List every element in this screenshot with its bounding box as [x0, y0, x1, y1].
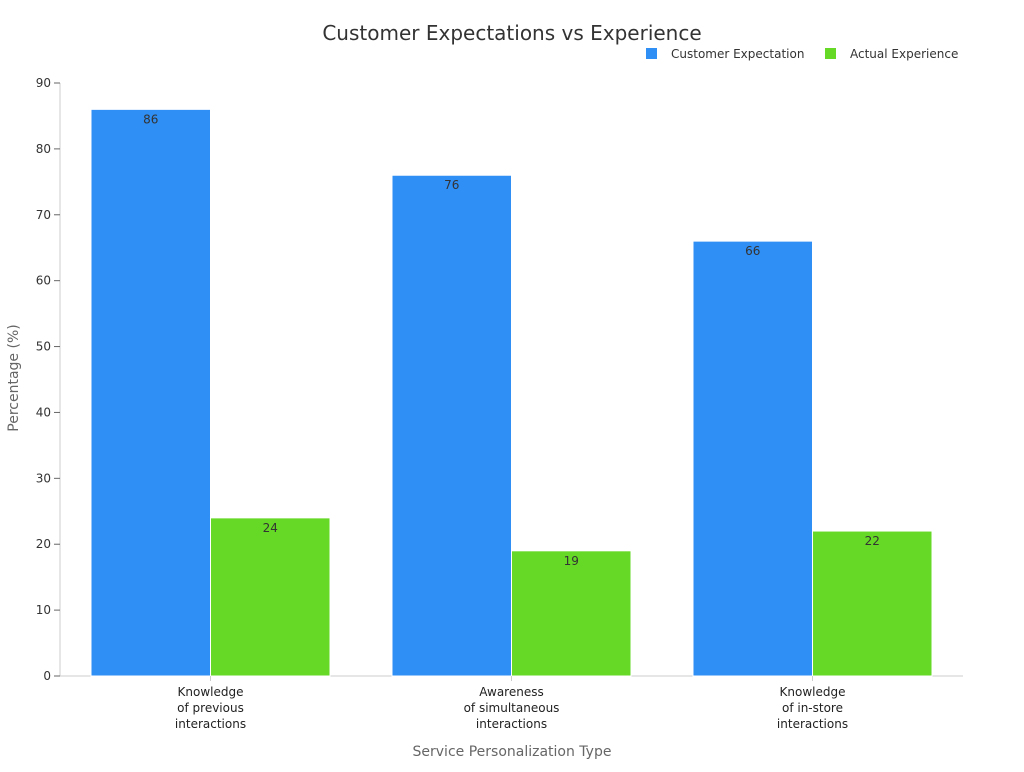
data-label: 19 [564, 554, 579, 568]
y-tick-label: 70 [36, 208, 51, 222]
bar-actual-experience [812, 530, 933, 677]
y-tick-label: 10 [36, 603, 51, 617]
legend-swatch [646, 48, 657, 59]
x-tick-label: Awareness of simultaneous interactions [464, 685, 560, 731]
y-tick-label: 80 [36, 142, 51, 156]
bar-customer-expectation [90, 108, 211, 677]
y-tick-label: 20 [36, 537, 51, 551]
legend-label: Customer Expectation [671, 47, 804, 61]
bar-actual-experience [511, 550, 632, 677]
y-tick-label: 40 [36, 405, 51, 419]
plot-area: 0 10 20 30 40 50 60 70 80 90 86 24 Knowledge of previ… [36, 76, 963, 731]
data-label: 86 [143, 112, 158, 126]
legend: Customer Expectation Actual Experience [646, 47, 958, 61]
data-label: 24 [263, 521, 278, 535]
x-tick-label: Knowledge of in-store interactions [777, 685, 848, 731]
x-tick-label: Knowledge of previous interactions [175, 685, 246, 731]
bar-customer-expectation [692, 240, 813, 677]
data-label: 76 [444, 178, 459, 192]
y-tick-label: 50 [36, 340, 51, 354]
legend-swatch [825, 48, 836, 59]
bar-actual-experience [210, 517, 331, 677]
data-label: 66 [745, 244, 760, 258]
data-label: 22 [865, 534, 880, 548]
legend-label: Actual Experience [850, 47, 958, 61]
y-axis-title: Percentage (%) [6, 324, 22, 431]
y-tick-label: 90 [36, 76, 51, 90]
y-tick-label: 30 [36, 471, 51, 485]
x-axis-title: Service Personalization Type [413, 744, 612, 760]
y-tick-label: 0 [43, 669, 51, 683]
bar-customer-expectation [391, 174, 512, 677]
y-tick-label: 60 [36, 274, 51, 288]
chart-title: Customer Expectations vs Experience [322, 21, 701, 45]
